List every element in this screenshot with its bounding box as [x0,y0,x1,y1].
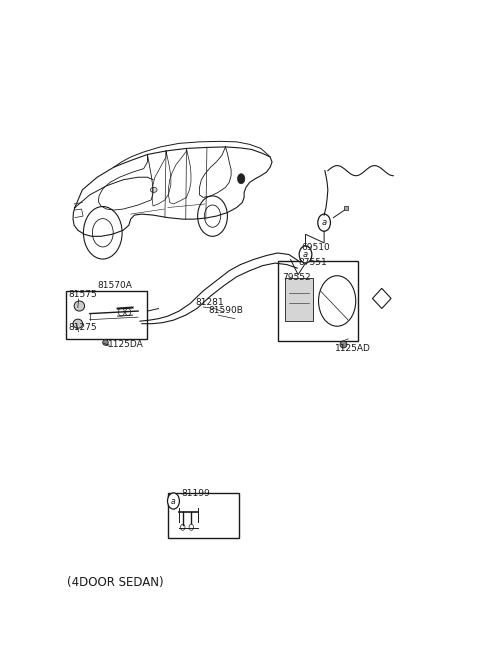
Circle shape [168,493,180,509]
Text: a: a [171,497,176,506]
Circle shape [119,308,124,316]
Text: 79552: 79552 [282,273,311,282]
Text: 87551: 87551 [298,258,327,266]
Ellipse shape [73,319,83,328]
Text: 81570A: 81570A [97,281,132,291]
Text: 81275: 81275 [68,323,97,332]
Circle shape [304,279,311,290]
Text: 81575: 81575 [68,290,97,299]
Text: 1125AD: 1125AD [335,344,371,354]
Ellipse shape [150,188,157,192]
Text: 1125DA: 1125DA [108,340,144,350]
Text: a: a [322,218,327,227]
Text: 81281: 81281 [196,298,225,307]
Circle shape [125,308,131,316]
Circle shape [189,524,193,530]
Ellipse shape [74,301,84,311]
Bar [66,291,147,339]
Text: 81590B: 81590B [208,306,243,315]
Circle shape [299,246,312,263]
Bar [285,278,313,321]
Circle shape [318,214,330,232]
Text: 69510: 69510 [302,243,331,253]
Circle shape [238,174,245,184]
Text: a: a [303,250,308,259]
Bar [277,260,358,341]
Text: (4DOOR SEDAN): (4DOOR SEDAN) [67,576,164,589]
Bar [168,493,239,539]
Text: 81199: 81199 [181,489,210,498]
Circle shape [180,524,185,530]
